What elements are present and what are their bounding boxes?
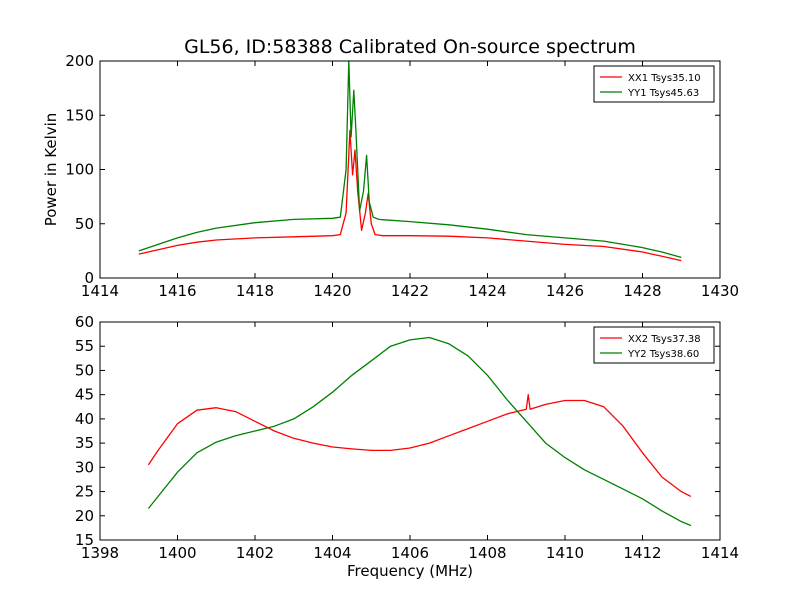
- x-axis-label-1: Frequency (MHz): [347, 562, 473, 580]
- y-tick-label-0-1: 50: [75, 215, 94, 233]
- x-tick-label-0-4: 1422: [391, 282, 429, 300]
- y-tick-label-1-0: 15: [75, 531, 94, 549]
- x-tick-label-1-3: 1404: [313, 544, 351, 562]
- y-tick-label-1-5: 40: [75, 410, 94, 428]
- x-tick-label-1-4: 1406: [391, 544, 429, 562]
- chart-title: GL56, ID:58388 Calibrated On-source spec…: [184, 36, 636, 58]
- lower-spectrum-panel: 1398 1400 1402 1404 1406 1408 1410 1412 1414 15 20…: [75, 313, 739, 580]
- x-tick-label-0-3: 1420: [313, 282, 351, 300]
- y-tick-label-1-2: 25: [75, 483, 94, 501]
- y-tick-label-1-3: 30: [75, 458, 94, 476]
- y-tick-label-0-2: 100: [65, 161, 94, 179]
- legend-entry-1-0: XX2 Tsys37.38: [628, 334, 701, 345]
- x-tick-label-1-5: 1408: [468, 544, 506, 562]
- y-tick-label-0-4: 200: [65, 52, 94, 70]
- x-tick-label-0-7: 1428: [623, 282, 661, 300]
- x-tick-label-0-5: 1424: [468, 282, 506, 300]
- x-tick-label-1-6: 1410: [546, 544, 584, 562]
- x-tick-label-1-0: 1398: [81, 544, 119, 562]
- series-line-1-0: [147, 394, 692, 497]
- x-tick-label-0-6: 1426: [546, 282, 584, 300]
- upper-spectrum-panel: 1414 1416 1418 1420 1422 1424 1426 1428 1430 0 50 1…: [42, 52, 739, 300]
- x-tick-label-0-8: 1430: [701, 282, 739, 300]
- legend-entry-1-1: YY2 Tsys38.60: [627, 349, 699, 360]
- x-tick-label-1-1: 1400: [158, 544, 196, 562]
- y-tick-label-0-0: 0: [84, 269, 94, 287]
- legend-1: [593, 326, 715, 364]
- y-tick-label-1-6: 45: [75, 386, 94, 404]
- series-line-0-1: [138, 60, 682, 259]
- y-tick-label-1-9: 60: [75, 313, 94, 331]
- legend-0: [593, 65, 715, 103]
- y-tick-label-1-7: 50: [75, 361, 94, 379]
- y-tick-label-1-1: 20: [75, 507, 94, 525]
- x-tick-label-1-2: 1402: [236, 544, 274, 562]
- legend-entry-0-1: YY1 Tsys45.63: [627, 88, 699, 99]
- x-tick-label-1-7: 1412: [623, 544, 661, 562]
- series-line-0-0: [138, 129, 682, 262]
- y-tick-label-1-4: 35: [75, 434, 94, 452]
- x-tick-label-0-1: 1416: [158, 282, 196, 300]
- y-axis-label-0: Power in Kelvin: [42, 113, 60, 227]
- legend-entry-0-0: XX1 Tsys35.10: [628, 73, 701, 84]
- y-tick-label-1-8: 55: [75, 337, 94, 355]
- x-tick-label-0-2: 1418: [236, 282, 274, 300]
- series-line-1-1: [147, 336, 692, 527]
- x-tick-label-1-8: 1414: [701, 544, 739, 562]
- x-tick-label-0-0: 1414: [81, 282, 119, 300]
- y-tick-label-0-3: 150: [65, 106, 94, 124]
